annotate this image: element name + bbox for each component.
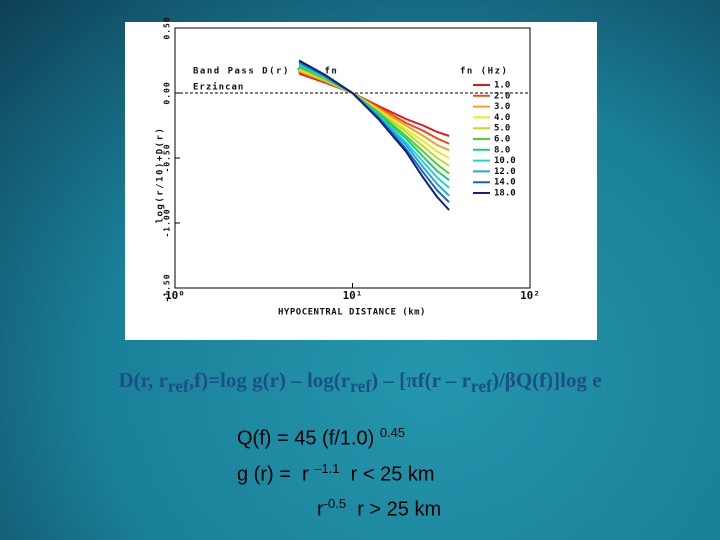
legend-label: 10.0 [494, 156, 516, 166]
note-text: Q(f) = 45 (f/1.0) [237, 427, 380, 450]
chart-title: Band Pass D(r) for fn [193, 67, 338, 77]
y-tick-label: 0.50 [163, 16, 172, 39]
equation-text: D(r, r [118, 368, 168, 392]
equation-text: ,f)=log g(r) – log(r [188, 368, 351, 392]
x-tick-label: 10² [520, 289, 540, 302]
note-line: r-0.5 r > 25 km [237, 489, 441, 525]
note-superscript: -0.5 [323, 496, 347, 512]
equation: D(r, rref,f)=log g(r) – log(rref) – [πf(… [0, 368, 720, 397]
x-tick-label: 10¹ [343, 289, 363, 302]
legend-title: fn (Hz) [460, 67, 508, 77]
note-text: r < 25 km [339, 463, 435, 486]
note-line: g (r) = r –1.1 r < 25 km [237, 454, 441, 490]
note-text: r > 25 km [346, 498, 442, 521]
notes: Q(f) = 45 (f/1.0) 0.45 g (r) = r –1.1 r <… [237, 418, 441, 525]
note-line: Q(f) = 45 (f/1.0) 0.45 [237, 418, 441, 454]
x-axis-label: HYPOCENTRAL DISTANCE (km) [278, 308, 426, 318]
y-tick-label: -0.50 [163, 143, 172, 172]
legend-label: 2.0 [494, 91, 510, 101]
equation-text: ) – [πf(r – r [371, 368, 471, 392]
equation-subscript: ref [350, 376, 372, 397]
note-text: r [317, 498, 324, 521]
chart-subtitle: Erzincan [193, 82, 244, 93]
chart-panel [125, 22, 597, 340]
note-superscript: 0.45 [379, 425, 406, 440]
note-superscript: –1.1 [314, 460, 340, 476]
series-line [298, 59, 450, 211]
equation-subscript: ref [167, 376, 189, 397]
legend-label: 12.0 [494, 167, 516, 177]
legend-label: 4.0 [494, 113, 510, 123]
equation-text: )/βQ(f)]log e [491, 368, 602, 392]
legend-label: 14.0 [494, 178, 516, 188]
y-tick-label: -1.00 [163, 208, 172, 237]
x-tick-label: 10⁰ [165, 289, 185, 302]
y-axis-label: log(r/10)+D(r) [156, 127, 166, 224]
legend-label: 5.0 [494, 124, 510, 134]
legend-label: 6.0 [494, 135, 510, 145]
legend-label: 3.0 [494, 102, 510, 112]
legend-label: 8.0 [494, 145, 510, 155]
legend-label: 1.0 [494, 81, 510, 91]
note-text: g (r) = r [237, 463, 315, 486]
y-tick-label: 0.00 [163, 81, 172, 104]
equation-subscript: ref [470, 376, 492, 397]
y-tick-label: -1.50 [163, 273, 172, 302]
legend-label: 18.0 [494, 189, 516, 199]
